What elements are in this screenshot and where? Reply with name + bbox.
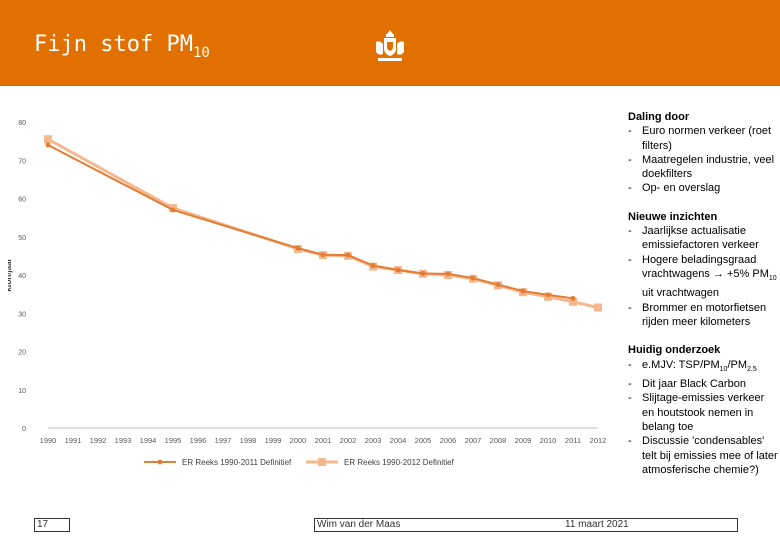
legend-label-1990-2011: ER Reeks 1990-2011 Definitief: [182, 458, 292, 467]
x-tick-label: 1991: [65, 436, 82, 445]
y-tick-label: 80: [18, 120, 26, 127]
section-title: Nieuwe inzichten: [628, 210, 718, 223]
x-tick-label: 2006: [440, 436, 457, 445]
author: Wim van der Maas: [317, 519, 401, 530]
y-tick-label: 70: [18, 158, 26, 165]
emissions-line-chart: 0 10 20 30 40 50 60 70 80 1990 1991 1992 1993 1994 199…: [8, 120, 607, 467]
data-point-1990-2011: [320, 252, 326, 258]
y-axis-title: kton/jaar: [8, 258, 13, 291]
x-tick-label: 1994: [140, 436, 157, 445]
data-point-1990-2011: [45, 142, 51, 148]
list-item: Discussie 'condensables' telt bij emissi…: [628, 434, 778, 477]
y-tick-label: 60: [18, 197, 26, 204]
data-point-1990-2011: [545, 292, 551, 298]
data-point-1990-2011: [395, 267, 401, 273]
list-item: Dit jaar Black Carbon: [628, 377, 778, 392]
y-tick-label: 0: [22, 426, 26, 433]
series-line-1990-2012: [47, 137, 599, 309]
x-tick-label: 2012: [590, 436, 607, 445]
y-tick-label: 20: [18, 350, 26, 357]
x-tick-label: 2001: [315, 436, 332, 445]
x-tick-label: 1998: [240, 436, 257, 445]
x-tick-label: 1992: [90, 436, 107, 445]
x-tick-label: 1995: [165, 436, 182, 445]
section-nieuwe-inzichten: Nieuwe inzichten Jaarlijkse actualisatie…: [628, 210, 778, 330]
data-point-1990-2011: [470, 275, 476, 281]
page-number: 17: [34, 518, 70, 532]
notes-panel: Daling door Euro normen verkeer (roet fi…: [628, 110, 778, 491]
x-tick-label: 1993: [115, 436, 132, 445]
x-tick-label: 2011: [565, 436, 581, 445]
data-point-1990-2011: [520, 288, 526, 294]
slide-title: Fijn stof PM10: [34, 32, 210, 61]
data-point-1990-2011: [295, 245, 301, 251]
list-item: Jaarlijkse actualisatie emissiefactoren …: [628, 224, 778, 253]
date: 11 maart 2021: [565, 519, 629, 530]
x-tick-label: 2000: [290, 436, 307, 445]
x-tick-label: 2004: [390, 436, 407, 445]
data-point-1990-2011: [370, 262, 376, 268]
footer-info: Wim van der Maas 11 maart 2021: [314, 518, 738, 532]
y-tick-label: 40: [18, 273, 26, 280]
x-tick-label: 1999: [265, 436, 282, 445]
x-tick-label: 1990: [40, 436, 57, 445]
data-point-1990-2012: [594, 303, 602, 312]
list-item: Brommer en motorfietsen rijden meer kilo…: [628, 301, 778, 330]
data-point-1990-2011: [420, 270, 426, 276]
list-item: Hogere beladingsgraad vrachtwagens → +5%…: [628, 253, 778, 301]
legend-marker-1990-2011: [157, 459, 163, 465]
data-point-1990-2011: [570, 295, 576, 301]
list-item: Maatregelen industrie, veel doekfilters: [628, 153, 778, 182]
data-point-1990-2012: [569, 297, 577, 306]
list-item: e.MJV: TSP/PM10/PM2.5: [628, 358, 778, 377]
x-tick-label: 1996: [190, 436, 207, 445]
x-tick-label: 2003: [365, 436, 382, 445]
coat-of-arms-icon: [376, 30, 404, 61]
x-tick-label: 2008: [490, 436, 507, 445]
x-tick-label: 2002: [340, 436, 357, 445]
section-title: Huidig onderzoek: [628, 344, 721, 357]
legend-label-1990-2012: ER Reeks 1990-2012 Definitief: [344, 458, 455, 467]
x-tick-label: 2009: [515, 436, 532, 445]
data-point-1990-2011: [170, 207, 176, 213]
x-tick-label: 2010: [540, 436, 557, 445]
x-tick-label: 1997: [215, 436, 232, 445]
series-line-1990-2011: [47, 144, 574, 300]
data-point-1990-2011: [445, 271, 451, 277]
y-tick-label: 30: [18, 311, 26, 318]
section-daling: Daling door Euro normen verkeer (roet fi…: [628, 110, 778, 196]
list-item: Euro normen verkeer (roet filters): [628, 124, 778, 153]
x-tick-label: 2007: [465, 436, 482, 445]
section-title: Daling door: [628, 111, 690, 123]
list-item: Op- en overslag: [628, 181, 778, 196]
legend-marker-1990-2012: [318, 458, 326, 466]
header-bar: Fijn stof PM10: [0, 0, 780, 86]
list-item: Slijtage-emissies verkeer en houtstook n…: [628, 391, 778, 434]
y-tick-label: 10: [18, 388, 26, 395]
y-tick-label: 50: [18, 235, 26, 242]
x-tick-label: 2005: [415, 436, 432, 445]
data-point-1990-2011: [495, 282, 501, 288]
section-huidig-onderzoek: Huidig onderzoek e.MJV: TSP/PM10/PM2.5 D…: [628, 343, 778, 477]
data-point-1990-2012: [44, 135, 52, 144]
data-point-1990-2011: [345, 252, 351, 258]
